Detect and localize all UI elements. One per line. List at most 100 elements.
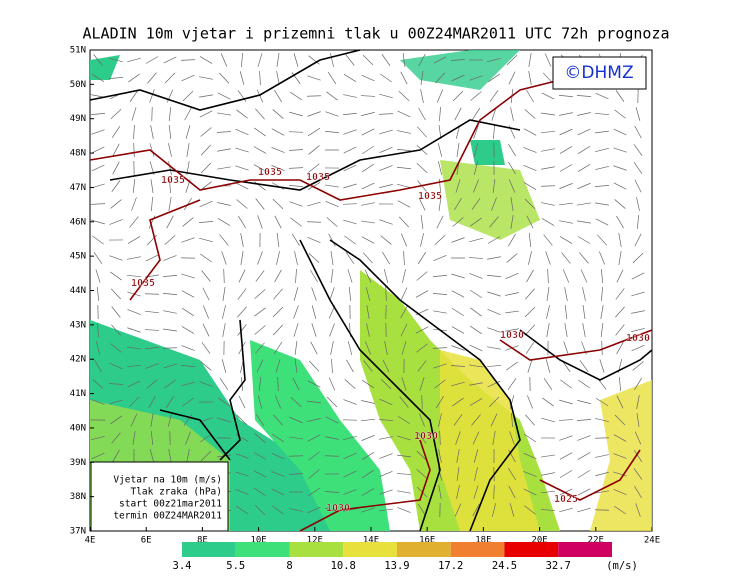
wind-arrow xyxy=(253,487,267,497)
wind-arrow xyxy=(510,107,514,121)
wind-arrow xyxy=(505,292,519,296)
wind-arrow xyxy=(93,54,103,66)
wind-arrow xyxy=(307,127,321,137)
wind-arrow xyxy=(112,143,120,157)
wind-arrow xyxy=(238,395,246,409)
wind-arrow xyxy=(379,508,393,512)
wind-arrow xyxy=(182,90,194,102)
wind-arrow xyxy=(289,201,303,207)
wind-arrow xyxy=(217,92,231,100)
wind-arrow xyxy=(488,396,500,408)
wind-arrow xyxy=(582,323,586,337)
wind-arrow xyxy=(288,149,304,151)
wind-arrow xyxy=(451,326,465,334)
wind-arrow xyxy=(90,203,106,205)
wind-arrow xyxy=(523,164,537,172)
wind-arrow xyxy=(345,54,355,66)
wind-arrow xyxy=(397,130,411,134)
wind-arrow xyxy=(437,143,443,157)
lon-label: 10E xyxy=(250,536,266,546)
wind-arrow xyxy=(434,379,446,389)
wind-arrow xyxy=(185,431,191,445)
wind-arrow xyxy=(420,233,424,247)
wind-arrow xyxy=(274,395,282,409)
wind-arrow xyxy=(167,413,173,427)
wind-arrow xyxy=(253,470,267,478)
wind-arrow xyxy=(361,507,375,513)
wind-arrow xyxy=(108,383,124,385)
wind-arrow xyxy=(487,291,501,297)
wind-arrow xyxy=(526,89,534,103)
lon-label: 12E xyxy=(307,536,323,546)
wind-arrow xyxy=(559,146,573,154)
wind-arrow xyxy=(419,413,425,427)
wind-arrow xyxy=(613,453,627,459)
wind-arrow xyxy=(221,359,227,373)
wind-arrow xyxy=(347,269,353,283)
wind-arrow xyxy=(255,342,265,354)
wind-arrow xyxy=(254,307,266,317)
wind-arrow xyxy=(452,90,464,102)
wind-arrow xyxy=(595,92,609,100)
wind-arrow xyxy=(200,127,212,137)
info-line: Tlak zraka (hPa) xyxy=(130,487,222,498)
wind-arrow xyxy=(235,165,249,171)
wind-arrow xyxy=(505,328,519,332)
wind-arrow xyxy=(343,94,357,98)
wind-arrow xyxy=(416,271,428,281)
isobar-label: 1030 xyxy=(626,333,650,344)
wind-arrow xyxy=(325,184,339,188)
wind-arrow xyxy=(489,216,499,228)
wind-arrow xyxy=(564,323,568,337)
wind-arrow xyxy=(508,71,516,85)
wind-arrow xyxy=(133,142,135,158)
lat-label: 38N xyxy=(70,492,86,502)
wind-arrow xyxy=(599,251,605,265)
wind-arrow xyxy=(397,183,411,189)
wind-arrow xyxy=(492,179,496,193)
wind-arrow xyxy=(436,395,444,409)
wind-arrow xyxy=(361,202,375,206)
wind-arrow xyxy=(378,113,394,115)
lat-label: 45N xyxy=(70,252,86,262)
wind-arrow xyxy=(600,305,604,319)
wind-arrow xyxy=(559,452,573,460)
wind-arrow xyxy=(200,361,212,371)
wind-arrow xyxy=(419,377,425,391)
wind-arrow xyxy=(631,272,645,280)
wind-arrow xyxy=(487,380,501,388)
wind-arrow xyxy=(241,52,243,68)
wind-arrow xyxy=(509,503,515,517)
wind-arrow xyxy=(379,93,393,99)
wind-arrow xyxy=(576,95,592,97)
wind-arrow xyxy=(436,215,444,229)
wind-arrow xyxy=(474,143,478,157)
wind-arrow xyxy=(546,287,550,301)
wind-arrow xyxy=(635,107,641,121)
wind-arrow xyxy=(273,288,283,300)
wind-arrow xyxy=(397,415,411,425)
wind-arrow xyxy=(523,452,537,460)
wind-arrow xyxy=(330,269,334,283)
wind-arrow xyxy=(110,415,122,425)
wind-arrow xyxy=(273,414,283,426)
wind-arrow xyxy=(361,111,375,117)
wind-arrow xyxy=(508,179,516,193)
wind-arrow xyxy=(271,433,285,443)
wind-arrow xyxy=(438,197,442,211)
lat-label: 42N xyxy=(70,355,86,365)
wind-arrow xyxy=(595,490,609,494)
wind-arrow xyxy=(613,434,627,442)
wind-arrow xyxy=(91,146,105,154)
wind-arrow xyxy=(361,379,375,389)
wind-arrow xyxy=(595,397,609,407)
wind-arrow xyxy=(361,74,375,82)
wind-arrow xyxy=(109,219,123,225)
wind-arrow xyxy=(615,324,625,336)
wind-arrow xyxy=(112,449,120,463)
wind-arrow xyxy=(636,197,640,211)
wind-arrows xyxy=(90,52,645,518)
wind-arrow xyxy=(469,289,483,299)
wind-arrow xyxy=(307,182,321,190)
wind-arrow xyxy=(186,449,190,463)
